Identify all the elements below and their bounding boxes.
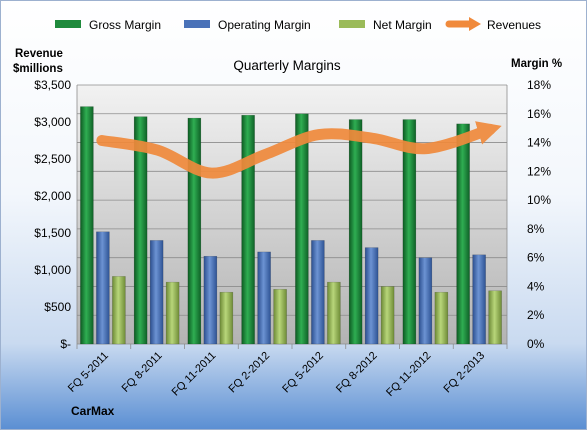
left-tick-label: $2,000: [34, 189, 71, 203]
bar-net-margin: [327, 281, 341, 345]
bar-operating-margin: [364, 247, 379, 345]
right-tick-label: 6%: [527, 251, 545, 265]
x-tick-label: FQ 11-2011: [170, 350, 219, 399]
bar-operating-margin: [472, 254, 486, 345]
x-tick-label: FQ 8-2011: [120, 350, 165, 395]
legend-label-net-margin: Net Margin: [373, 18, 432, 32]
bar-gross-margin: [348, 119, 363, 345]
legend-swatch-net-margin: [339, 20, 365, 28]
bar-operating-margin: [257, 251, 271, 345]
x-tick-label: FQ 5-2012: [280, 350, 326, 396]
bars: [80, 106, 502, 345]
right-tick-label: 12%: [527, 164, 551, 178]
bar-net-margin: [165, 281, 180, 345]
legend-label-gross-margin: Gross Margin: [89, 18, 161, 32]
legend-label-operating-margin: Operating Margin: [218, 18, 311, 32]
legend: Gross Margin Operating Margin Net Margin…: [55, 17, 541, 32]
right-tick-label: 0%: [527, 337, 545, 351]
bar-gross-margin: [80, 106, 94, 345]
revenue-line-path: [96, 121, 502, 179]
x-tick-label: FQ 2-2013: [442, 350, 488, 396]
bar-operating-margin: [418, 257, 433, 345]
x-tick-label: FQ 2-2012: [227, 350, 273, 396]
bar-net-margin: [488, 290, 502, 345]
left-axis-ticks: $- $500 $1,000 $1,500 $2,000 $2,500 $3,000 $3,5…: [34, 78, 71, 351]
legend-arrow-revenues: [469, 17, 481, 31]
bar-net-margin: [112, 276, 126, 345]
left-tick-label: $2,500: [34, 152, 71, 166]
bar-gross-margin: [133, 116, 148, 345]
left-tick-label: $500: [44, 300, 71, 314]
right-tick-label: 18%: [527, 78, 551, 92]
bar-net-margin: [380, 286, 395, 345]
source-label: CarMax: [71, 404, 115, 418]
legend-item-gross-margin: Gross Margin: [55, 18, 161, 32]
right-axis-label: Margin %: [511, 58, 562, 70]
legend-item-revenues: Revenues: [445, 17, 541, 32]
right-tick-label: 14%: [527, 136, 551, 150]
bar-gross-margin: [456, 123, 470, 345]
bar-gross-margin: [241, 114, 255, 345]
left-tick-label: $-: [60, 337, 71, 351]
bar-operating-margin: [149, 240, 164, 345]
bar-net-margin: [219, 291, 234, 345]
x-axis-ticks: FQ 5-2011 FQ 8-2011 FQ 11-2011 FQ 2-2012 FQ …: [66, 350, 487, 399]
bar-operating-margin: [203, 255, 218, 345]
right-tick-label: 10%: [527, 193, 551, 207]
bar-net-margin: [434, 291, 449, 345]
legend-label-revenues: Revenues: [487, 18, 541, 32]
left-axis-label-line2: $millions: [13, 63, 63, 75]
x-tick-label: FQ 5-2011: [66, 350, 111, 395]
right-tick-label: 4%: [527, 279, 545, 293]
legend-swatch-operating-margin: [184, 20, 210, 28]
legend-swatch-gross-margin: [55, 20, 81, 28]
bar-gross-margin: [295, 113, 309, 345]
left-tick-label: $1,000: [34, 263, 71, 277]
left-tick-label: $3,000: [34, 115, 71, 129]
legend-item-operating-margin: Operating Margin: [184, 18, 311, 32]
legend-item-net-margin: Net Margin: [339, 18, 432, 32]
right-axis-ticks: 0% 2% 4% 6% 8% 10% 12% 14% 16% 18%: [527, 78, 551, 351]
bar-net-margin: [273, 289, 287, 345]
right-tick-label: 8%: [527, 222, 545, 236]
left-tick-label: $1,500: [34, 226, 71, 240]
revenue-line: [96, 121, 502, 179]
bar-gross-margin: [402, 119, 417, 345]
bar-gross-margin: [187, 117, 202, 345]
chart-title: Quarterly Margins: [233, 58, 341, 73]
bar-operating-margin: [96, 231, 110, 345]
x-tick-label: FQ 11-2012: [384, 350, 433, 399]
right-tick-label: 2%: [527, 308, 545, 322]
left-axis-label-line1: Revenue: [15, 48, 63, 60]
left-tick-label: $3,500: [34, 78, 71, 92]
bar-operating-margin: [311, 240, 325, 345]
right-tick-label: 16%: [527, 107, 551, 121]
x-tick-label: FQ 8-2012: [334, 350, 380, 396]
